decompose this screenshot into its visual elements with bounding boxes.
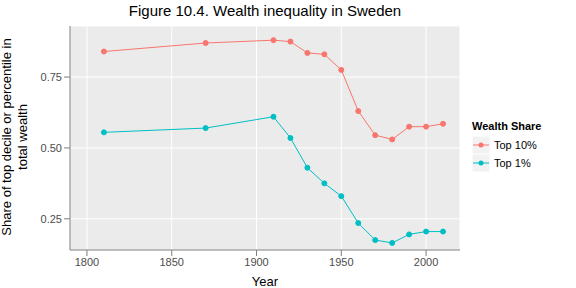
svg-text:1950: 1950	[329, 256, 353, 268]
svg-text:0.25: 0.25	[41, 213, 62, 225]
html-text:Top 10%: Top 10%	[494, 139, 537, 151]
svg-text:Year: Year	[252, 274, 279, 288]
svg-text:1850: 1850	[159, 256, 183, 268]
html-text:Share of top decile or percent: Share of top decile or percentile in tot…	[0, 38, 30, 236]
svg-text:1800: 1800	[75, 256, 99, 268]
html-text:Top 1%: Top 1%	[494, 157, 531, 169]
html-text:Figure 10.4. Wealth inequality: Figure 10.4. Wealth inequality in Sweden	[128, 2, 402, 19]
svg-text:1900: 1900	[244, 256, 268, 268]
svg-text:0.75: 0.75	[41, 71, 62, 83]
html-text:Wealth Share: Wealth Share	[472, 120, 542, 132]
svg-text:0.50: 0.50	[41, 142, 62, 154]
svg-text:2000: 2000	[414, 256, 438, 268]
